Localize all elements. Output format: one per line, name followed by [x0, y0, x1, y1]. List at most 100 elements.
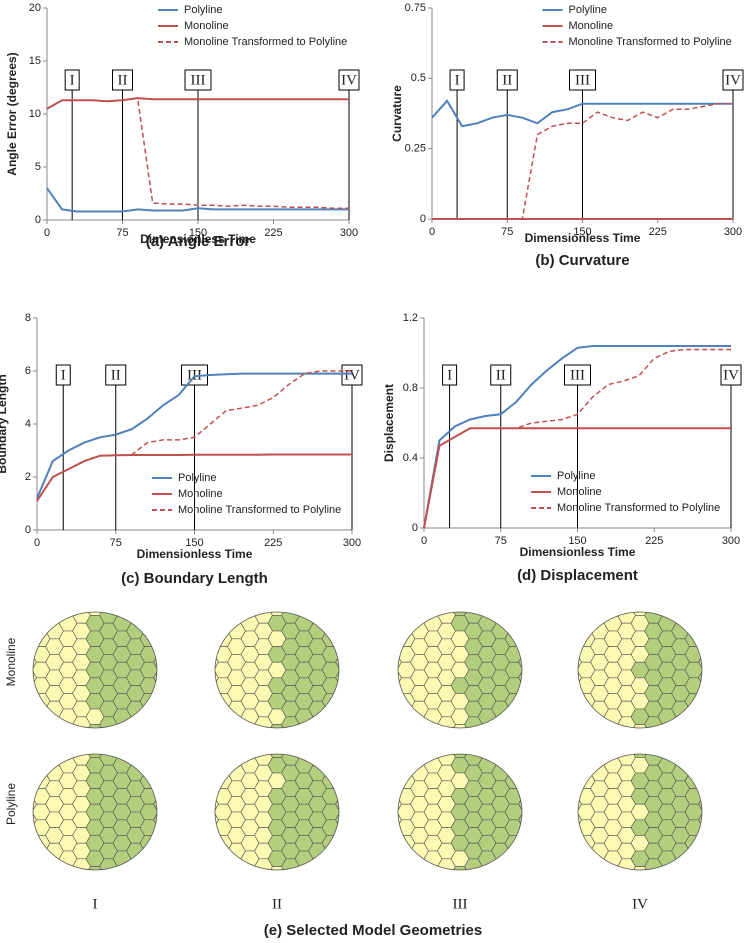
cell: [550, 929, 568, 943]
cell: [363, 608, 381, 624]
cell: [295, 898, 313, 914]
cell: [376, 726, 394, 742]
cell: [194, 725, 212, 741]
cell: [532, 789, 550, 805]
cell: [322, 569, 340, 585]
cell: [577, 756, 595, 772]
cell: [153, 685, 157, 702]
x-tick-label: 150: [185, 537, 203, 549]
cell: [127, 734, 145, 750]
cell: [174, 717, 192, 733]
cell: [336, 874, 354, 890]
cell: [174, 592, 192, 608]
cell: [160, 929, 178, 943]
cell: [672, 734, 690, 750]
cell: [376, 742, 394, 758]
cell: [376, 569, 394, 585]
cell: [357, 608, 375, 624]
cell: [645, 921, 663, 937]
y-tick-label: 2: [25, 471, 31, 483]
cell: [73, 921, 91, 937]
annotation-label: IV: [725, 72, 741, 88]
cell: [591, 906, 609, 922]
cell: [604, 913, 622, 929]
x-tick-label: 0: [421, 535, 427, 547]
cell: [523, 678, 541, 694]
cell: [0, 717, 10, 733]
cell: [546, 748, 564, 764]
cell: [591, 592, 609, 608]
cell: [604, 584, 622, 600]
cell: [424, 740, 442, 756]
cell: [684, 708, 702, 725]
cell: [187, 820, 205, 836]
cell: [268, 553, 286, 569]
cell: [523, 740, 541, 756]
cell: [699, 545, 717, 561]
cell: [518, 842, 522, 860]
cell: [546, 623, 564, 639]
cell: [537, 623, 555, 639]
cell: [187, 647, 205, 663]
cell: [113, 740, 131, 756]
cell: [181, 795, 199, 811]
cell: [685, 553, 703, 569]
cell: [424, 726, 442, 742]
cell: [384, 545, 402, 561]
cell: [174, 670, 192, 686]
cell: [519, 687, 537, 703]
cell: [564, 921, 582, 937]
cell: [349, 867, 367, 883]
cell: [546, 937, 564, 943]
cell: [363, 750, 381, 766]
annotation-label: I: [61, 367, 66, 383]
cell: [559, 773, 577, 789]
cell: [201, 592, 219, 608]
cell: [0, 734, 10, 750]
cell: [672, 592, 690, 608]
cell: [699, 719, 717, 735]
legend-label: Monoline: [557, 486, 602, 498]
cell: [478, 553, 496, 569]
cell: [739, 538, 747, 554]
cell: [73, 561, 91, 577]
cell: [618, 732, 636, 748]
cell: [139, 724, 157, 728]
x-tick-label: 225: [645, 535, 663, 547]
cell: [19, 719, 37, 735]
cell: [201, 748, 219, 764]
cell: [241, 740, 259, 756]
cell: [357, 843, 375, 859]
cell: [411, 890, 429, 906]
cell: [201, 779, 219, 795]
cell: [658, 929, 676, 943]
annotation-box: [341, 364, 363, 386]
cell: [167, 693, 185, 709]
cell: [357, 779, 375, 795]
cell: [726, 734, 744, 750]
series-line: [423, 348, 731, 529]
cell: [376, 851, 394, 867]
cell: [181, 796, 199, 812]
cell: [559, 647, 577, 663]
cell: [308, 754, 327, 766]
y-tick-label: 6: [25, 365, 31, 377]
cell: [411, 719, 429, 735]
cell: [343, 711, 361, 727]
panel-title: (e) Selected Model Geometries: [264, 922, 482, 939]
cell: [739, 678, 747, 694]
cell: [139, 754, 157, 758]
cell: [322, 553, 340, 569]
cell: [451, 726, 469, 742]
cell: [376, 538, 394, 554]
cell: [398, 850, 416, 867]
cell: [537, 639, 555, 655]
cell: [167, 820, 185, 836]
cell: [240, 754, 260, 758]
cell: [187, 771, 205, 787]
cell: [546, 859, 564, 875]
cell: [140, 898, 158, 914]
cell: [411, 734, 429, 750]
cell: [363, 781, 381, 797]
cell: [113, 929, 131, 943]
